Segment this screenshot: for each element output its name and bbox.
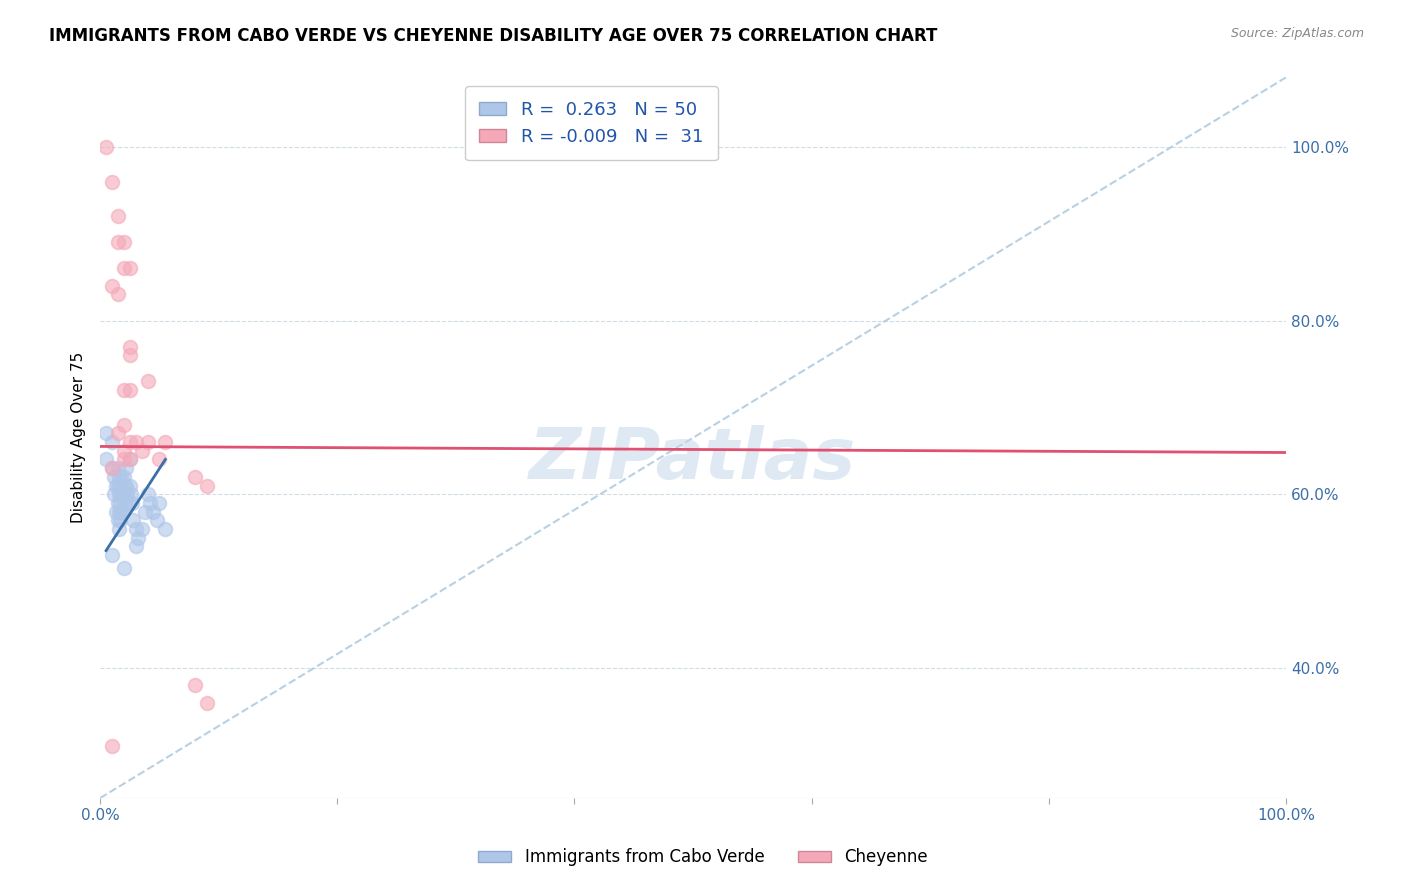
Point (112, 235, 135, 250)
Point (101, 278, 124, 293)
Point (112, 443, 135, 458)
Point (142, 504, 165, 518)
Point (94, 140, 117, 154)
Point (110, 487, 132, 501)
Point (110, 478, 132, 492)
Point (118, 478, 141, 492)
Point (107, 235, 129, 250)
Point (195, 696, 218, 710)
Point (112, 417, 135, 432)
Point (112, 470, 135, 484)
Text: Source: ZipAtlas.com: Source: ZipAtlas.com (1230, 27, 1364, 40)
Point (101, 175, 124, 189)
Point (131, 443, 153, 458)
Point (118, 340, 141, 354)
Point (112, 561, 135, 575)
Point (184, 678, 207, 692)
Point (107, 210, 129, 224)
Point (134, 504, 156, 518)
Point (110, 470, 132, 484)
Point (101, 461, 124, 475)
Point (118, 383, 141, 397)
Point (120, 487, 142, 501)
Point (108, 487, 131, 501)
Point (115, 461, 138, 475)
Point (108, 522, 131, 536)
Point (112, 452, 135, 467)
Point (118, 452, 141, 467)
Point (103, 470, 125, 484)
Point (104, 478, 127, 492)
Point (136, 374, 159, 388)
Point (155, 522, 177, 536)
Point (136, 435, 159, 450)
Point (155, 435, 177, 450)
Point (111, 487, 134, 501)
Point (94, 452, 117, 467)
Point (121, 496, 143, 510)
Point (146, 513, 169, 527)
Legend: Immigrants from Cabo Verde, Cheyenne: Immigrants from Cabo Verde, Cheyenne (470, 840, 936, 875)
Point (184, 470, 207, 484)
Point (101, 435, 124, 450)
Point (94, 426, 117, 441)
Point (122, 513, 145, 527)
Point (117, 496, 139, 510)
Point (104, 504, 127, 518)
Legend: R =  0.263   N = 50, R = -0.009   N =  31: R = 0.263 N = 50, R = -0.009 N = 31 (465, 87, 717, 161)
Point (107, 461, 129, 475)
Point (101, 739, 124, 753)
Point (125, 435, 148, 450)
Point (103, 487, 125, 501)
Text: ZIPatlas: ZIPatlas (529, 425, 856, 494)
Point (108, 470, 131, 484)
Point (112, 487, 135, 501)
Point (112, 261, 135, 276)
Point (115, 478, 138, 492)
Point (111, 504, 134, 518)
Y-axis label: Disability Age Over 75: Disability Age Over 75 (72, 352, 86, 524)
Point (148, 496, 170, 510)
Point (118, 261, 141, 276)
Point (114, 496, 136, 510)
Point (118, 348, 141, 362)
Point (112, 383, 135, 397)
Point (108, 504, 131, 518)
Point (114, 478, 136, 492)
Point (148, 452, 170, 467)
Point (101, 461, 124, 475)
Point (107, 496, 129, 510)
Point (110, 513, 132, 527)
Point (139, 496, 162, 510)
Point (101, 548, 124, 562)
Point (118, 452, 141, 467)
Point (131, 522, 153, 536)
Point (107, 287, 129, 301)
Point (107, 478, 129, 492)
Point (127, 531, 149, 545)
Text: IMMIGRANTS FROM CABO VERDE VS CHEYENNE DISABILITY AGE OVER 75 CORRELATION CHART: IMMIGRANTS FROM CABO VERDE VS CHEYENNE D… (49, 27, 938, 45)
Point (125, 522, 148, 536)
Point (117, 487, 139, 501)
Point (107, 513, 129, 527)
Point (136, 487, 159, 501)
Point (195, 478, 218, 492)
Point (110, 504, 132, 518)
Point (107, 426, 129, 441)
Point (118, 435, 141, 450)
Point (110, 496, 132, 510)
Point (125, 539, 148, 553)
